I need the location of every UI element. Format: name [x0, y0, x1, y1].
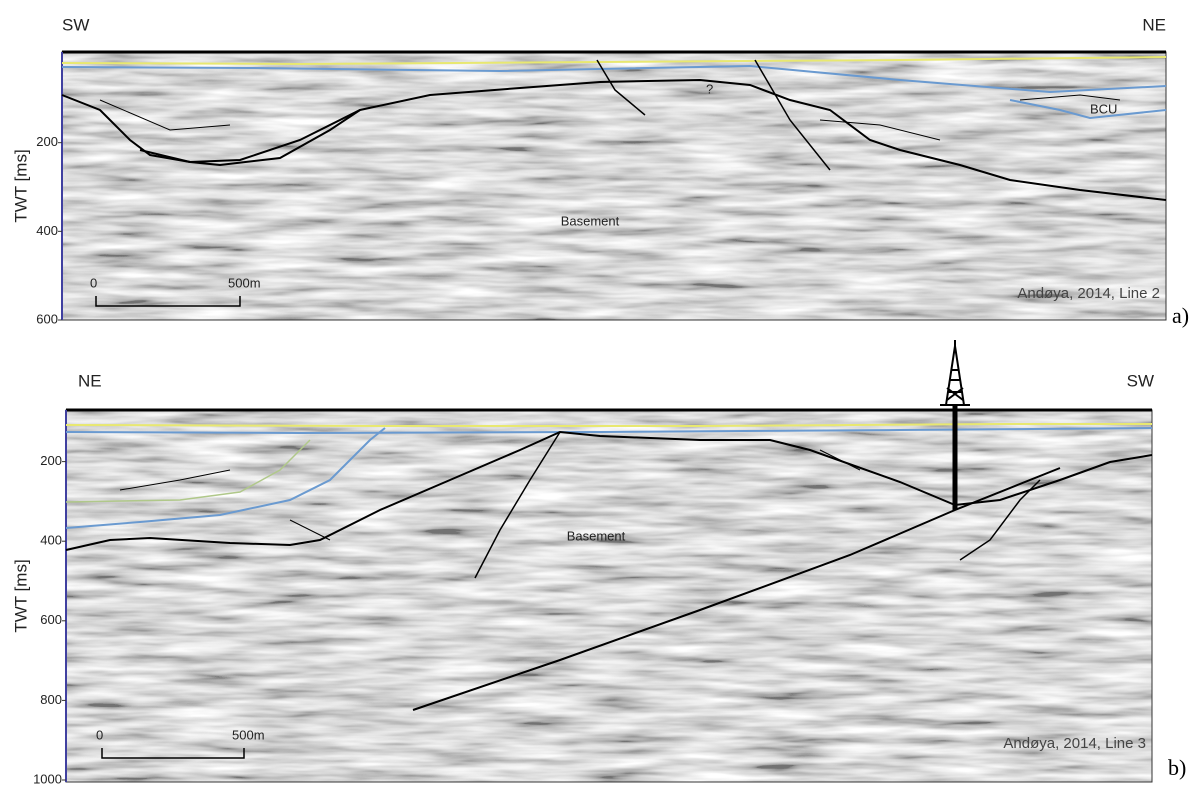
panel-letter: b) [1168, 755, 1186, 780]
question-mark: ? [706, 81, 713, 96]
direction-left: SW [62, 15, 89, 34]
y-tick-label: 400 [36, 223, 58, 238]
figure: SW NE 200 400 600 TWT [ms] Basement? BCU 0 500m An… [0, 0, 1201, 794]
axis-label: TWT [ms] [11, 149, 30, 222]
scale-end: 500m [232, 727, 265, 742]
y-tick-label: 400 [40, 533, 62, 548]
y-tick-label: 200 [40, 453, 62, 468]
direction-right: SW [1127, 371, 1154, 390]
panel-caption: Andøya, 2014, Line 3 [1003, 735, 1146, 752]
seismic-panel [66, 410, 1152, 782]
axis-label: TWT [ms] [11, 559, 30, 632]
y-tick-label: 600 [40, 612, 62, 627]
y-tick-label: 600 [36, 311, 58, 326]
scale-end: 500m [228, 275, 261, 290]
seismic-background [66, 410, 1152, 782]
basement-label: Basement [561, 213, 620, 228]
panel-caption: Andøya, 2014, Line 2 [1017, 285, 1160, 302]
y-tick-label: 800 [40, 692, 62, 707]
bcu-label: BCU [1090, 101, 1117, 116]
y-tick-label: 200 [36, 134, 58, 149]
y-tick-label: 1000 [33, 771, 62, 786]
panel-letter: a) [1172, 303, 1189, 328]
scale-start: 0 [90, 275, 97, 290]
direction-left: NE [78, 371, 102, 390]
scale-start: 0 [96, 727, 103, 742]
basement-label: Basement [567, 528, 626, 543]
direction-right: NE [1142, 15, 1166, 34]
